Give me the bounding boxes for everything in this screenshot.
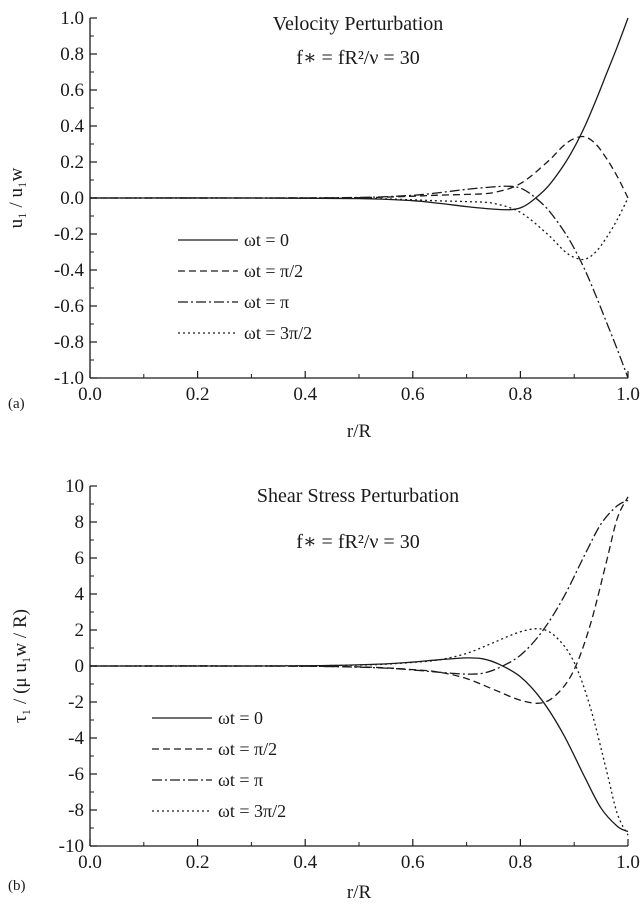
y-tick-label: 0.6 — [60, 80, 84, 101]
x-tick-label: 0.0 — [78, 852, 102, 873]
y-tick-label: -0.6 — [54, 296, 84, 317]
y-tick-label: -0.2 — [54, 224, 84, 245]
y-tick-label: -0.8 — [54, 332, 84, 353]
x-axis-title: r/R — [347, 882, 372, 903]
y-tick-label: 0.8 — [60, 44, 84, 65]
chart-title: Velocity Perturbation — [273, 13, 444, 35]
series-line-dashed — [89, 496, 629, 704]
legend-label: ωt = π/2 — [218, 739, 277, 759]
chart-subtitle: f∗ = fR²/ν = 30 — [296, 531, 419, 553]
y-tick-label: -1.0 — [54, 368, 84, 389]
legend-label: ωt = π/2 — [244, 261, 303, 281]
y-tick-label: 4 — [75, 584, 85, 605]
legend-label: ωt = π — [244, 292, 289, 312]
y-axis-title: u₁ / u₁w — [6, 167, 27, 228]
legend-label: ωt = 0 — [244, 230, 289, 250]
legend-label: ωt = 0 — [218, 708, 263, 728]
y-tick-label: 0.4 — [60, 116, 84, 137]
legend-label: ωt = 3π/2 — [244, 323, 312, 343]
x-tick-label: 1.0 — [616, 384, 640, 405]
x-tick-label: 0.6 — [401, 852, 425, 873]
legend-label: ωt = π — [218, 770, 263, 790]
legend-label: ωt = 3π/2 — [218, 801, 286, 821]
x-tick-label: 0.2 — [186, 852, 210, 873]
y-tick-label: -10 — [59, 836, 84, 857]
x-tick-label: 0.4 — [293, 384, 317, 405]
y-tick-label: -2 — [68, 692, 84, 713]
series-line-dashed — [89, 135, 629, 199]
series-line-solid — [89, 657, 629, 833]
y-tick-label: 0.2 — [60, 152, 84, 173]
x-axis-title: r/R — [347, 421, 372, 442]
y-tick-label: -0.4 — [54, 260, 85, 281]
chart-title: Shear Stress Perturbation — [257, 485, 459, 507]
panel-label: (b) — [8, 878, 26, 894]
y-tick-label: -4 — [68, 728, 84, 749]
y-tick-label: 10 — [65, 476, 84, 497]
x-tick-label: 0.8 — [509, 852, 533, 873]
y-tick-label: 2 — [75, 620, 85, 641]
y-tick-label: -8 — [68, 800, 84, 821]
y-tick-label: 6 — [75, 548, 85, 569]
y-tick-label: 1.0 — [60, 8, 84, 29]
y-tick-label: 0 — [75, 656, 85, 677]
x-tick-label: 0.2 — [186, 384, 210, 405]
y-tick-label: 0.0 — [60, 188, 84, 209]
series-line-dotted — [89, 628, 629, 836]
series-line-dashdot — [89, 499, 629, 675]
x-tick-label: 1.0 — [616, 852, 640, 873]
chart-subtitle: f∗ = fR²/ν = 30 — [296, 47, 419, 69]
panel-label: (a) — [8, 396, 25, 412]
x-tick-label: 0.4 — [293, 852, 317, 873]
series-line-dashdot — [89, 185, 629, 379]
x-tick-label: 0.8 — [509, 384, 533, 405]
y-tick-label: 8 — [75, 512, 85, 533]
x-tick-label: 0.6 — [401, 384, 425, 405]
y-tick-label: -6 — [68, 764, 84, 785]
series-line-dotted — [89, 197, 629, 261]
y-axis-title: τ₁ / (μ u₁w / R) — [10, 609, 31, 723]
x-tick-label: 0.0 — [78, 384, 102, 405]
